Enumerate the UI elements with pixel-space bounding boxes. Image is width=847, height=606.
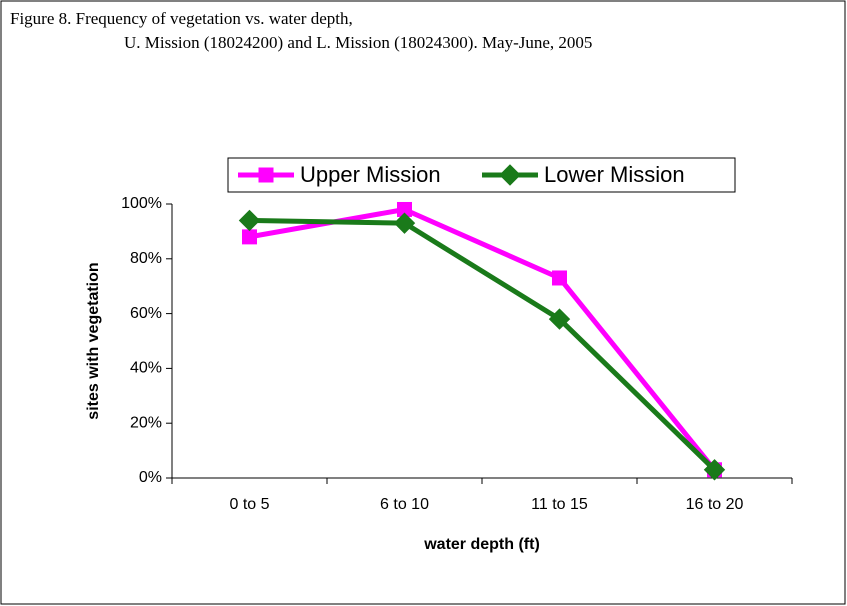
chart-title: Figure 8. Frequency of vegetation vs. wa… — [10, 9, 353, 28]
y-tick-label: 0% — [139, 469, 162, 486]
x-tick-label: 6 to 10 — [380, 496, 429, 513]
data-point — [552, 270, 567, 286]
y-tick-label: 60% — [130, 305, 162, 322]
y-axis-title: sites with vegetation — [85, 262, 102, 419]
data-point — [238, 209, 261, 232]
y-tick-label: 20% — [130, 414, 162, 431]
x-tick-label: 0 to 5 — [229, 496, 269, 513]
y-tick-label: 80% — [130, 250, 162, 267]
series-line — [249, 217, 717, 472]
x-tick-label: 11 to 15 — [531, 496, 588, 513]
x-axis-title: water depth (ft) — [423, 536, 540, 553]
x-tick-label: 16 to 20 — [686, 496, 744, 513]
legend-label: Lower Mission — [544, 162, 685, 187]
data-point — [393, 212, 416, 234]
y-tick-label: 100% — [121, 195, 162, 212]
chart-subtitle: U. Mission (18024200) and L. Mission (18… — [124, 33, 592, 52]
legend-box — [227, 157, 736, 193]
data-point — [703, 459, 726, 481]
y-tick-label: 40% — [130, 360, 162, 377]
data-point — [242, 229, 257, 245]
data-point — [548, 308, 571, 330]
legend-label: Upper Mission — [300, 162, 441, 187]
legend-marker — [499, 164, 521, 186]
legend-marker — [258, 167, 274, 183]
